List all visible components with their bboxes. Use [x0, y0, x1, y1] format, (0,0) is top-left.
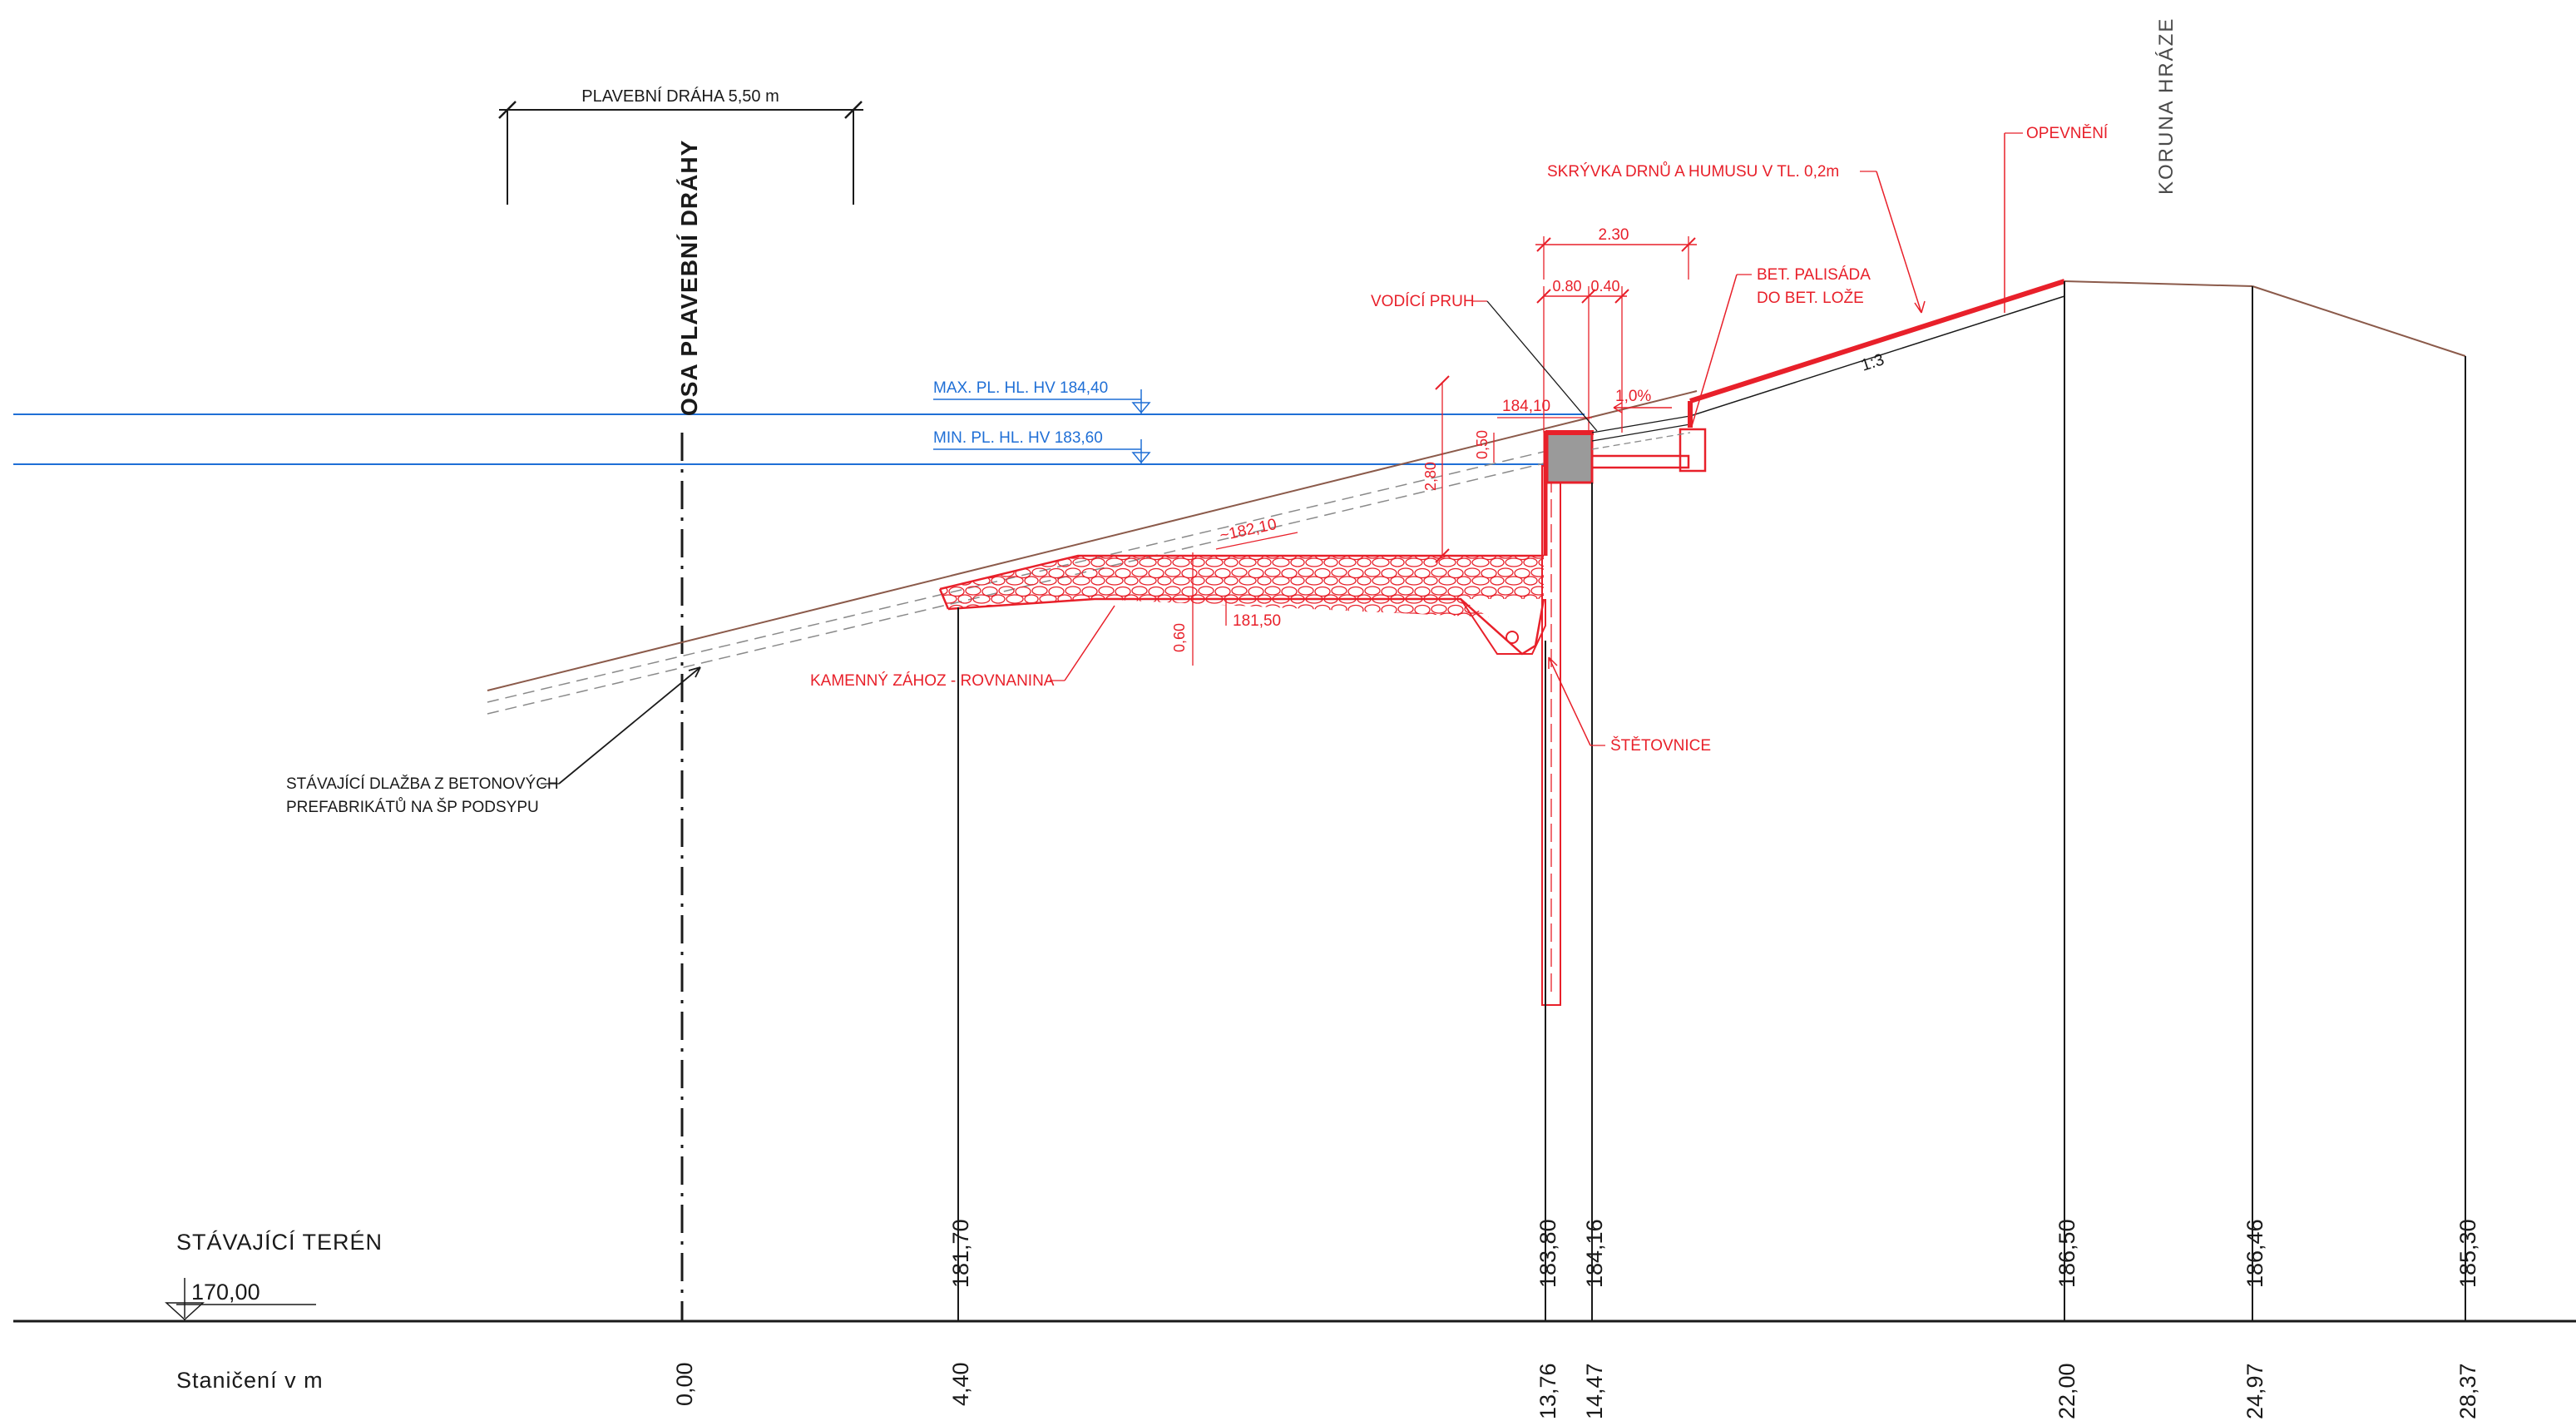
reinforcement-line: [1689, 279, 2065, 404]
existing-slope: [487, 280, 2466, 715]
annotations: KORUNA HRÁZE OPEVNĚNÍ SKRÝVKA DRNŮ A HUM…: [286, 17, 2178, 816]
datum: STÁVAJÍCÍ TERÉN 170,00 Staničení v m: [13, 1230, 2576, 1393]
slope-below-line: [1689, 295, 2065, 417]
elevation-point-1: 181,70: [948, 1219, 973, 1288]
elevation-point-5: 186,46: [2242, 1219, 2267, 1288]
navigation-width-dimension: PLAVEBNÍ DRÁHA 5,50 m: [498, 87, 863, 205]
guide-strip-slab: [1592, 454, 1690, 469]
dam-crest-label: KORUNA HRÁZE: [2155, 17, 2178, 195]
riprap-label: KAMENNÝ ZÁHOZ - ROVNANINA: [810, 672, 1055, 690]
station-point-5: 24,97: [2242, 1363, 2267, 1419]
slope-percent-label: 1,0%: [1615, 388, 1651, 405]
slope-percent-arrow: [1613, 402, 1672, 413]
topsoil-leader: [1876, 171, 1926, 314]
topsoil-removal-label: SKRÝVKA DRNŮ A HUMUSU V TL. 0,2m: [1547, 162, 1839, 181]
stationing-label: Staničení v m: [176, 1368, 324, 1393]
max-water-level-label: MAX. PL. HL. HV 184,40: [933, 379, 1108, 397]
navigation-axis-label: OSA PLAVEBNÍ DRÁHY: [676, 140, 702, 416]
dam-crest-line: [2064, 280, 2253, 287]
elevation-point-2: 183,80: [1535, 1219, 1560, 1288]
toe-block: [1460, 598, 1546, 655]
dimension-0-80-label: 0.80: [1552, 278, 1581, 295]
guide-strip-label: VODÍCÍ PRUH: [1371, 293, 1475, 310]
palisade-label-line2: DO BET. LOŽE: [1757, 289, 1864, 307]
existing-terrain-label: STÁVAJÍCÍ TERÉN: [176, 1230, 383, 1255]
max-level-marker: [1131, 402, 1151, 414]
sheet-pile-structure: [1541, 415, 1707, 1321]
sheet-pile-label: ŠTĚTOVNICE: [1610, 736, 1711, 755]
elevation-184-10-label: 184,10: [1502, 398, 1550, 415]
elevation-point-4: 186,50: [2054, 1219, 2079, 1288]
elevation-point-6: 185,30: [2455, 1219, 2480, 1288]
datum-marker: [165, 1302, 205, 1321]
dimension-0-50-label: 0,50: [1474, 430, 1491, 459]
existing-terrain-line: [487, 390, 1698, 691]
existing-paving-line-2: [487, 462, 1548, 715]
pile-cap: [1545, 431, 1594, 484]
station-point-3: 14,47: [1582, 1363, 1607, 1419]
dimension-2-30-label: 2.30: [1599, 226, 1629, 244]
existing-paving-line-1: [487, 450, 1548, 703]
palisade-post: [1679, 428, 1707, 473]
sheet-pile-leader: [1548, 656, 1591, 746]
existing-paving-leader: [558, 666, 701, 785]
cap-dimensions: 2.30 0.80 0.40 184,10 1,0% 2,80 0,50: [1422, 226, 1697, 563]
station-point-2: 13,76: [1535, 1363, 1560, 1419]
min-water-level-label: MIN. PL. HL. HV 183,60: [933, 429, 1103, 447]
palisade-label-line1: BET. PALISÁDA: [1757, 266, 1871, 284]
dimension-2-80-label: 2,80: [1422, 462, 1439, 491]
profile-labels: 0,00 181,70 4,40 183,80 13,76 184,16 14,…: [672, 1219, 2480, 1419]
elevation-181-50-label: 181,50: [1233, 612, 1281, 630]
riprap-outline: [939, 554, 1545, 656]
existing-paving-line1: STÁVAJÍCÍ DLAŽBA Z BETONOVÝCH: [286, 775, 559, 793]
station-point-1: 4,40: [948, 1362, 973, 1406]
dimension-0-60-label: 0,60: [1171, 623, 1188, 652]
elevation-182-10-label: ~182,10: [1219, 516, 1278, 545]
existing-paving-line2: PREFABRIKÁTŮ NA ŠP PODSYPU: [286, 798, 539, 816]
dam-landside-slope: [2252, 285, 2466, 357]
min-level-marker: [1131, 452, 1151, 464]
elevation-point-3: 184,16: [1582, 1219, 1607, 1288]
station-point-4: 22,00: [2054, 1363, 2079, 1419]
datum-value: 170,00: [191, 1280, 260, 1305]
reinforcement-label: OPEVNĚNÍ: [2026, 124, 2109, 142]
navigation-width-label: PLAVEBNÍ DRÁHA 5,50 m: [581, 87, 779, 106]
water-levels: MAX. PL. HL. HV 184,40 MIN. PL. HL. HV 1…: [13, 379, 1585, 465]
station-point-6: 28,37: [2455, 1363, 2480, 1419]
navigation-axis: OSA PLAVEBNÍ DRÁHY: [676, 140, 702, 1321]
slope-reinforcement: 1:3: [957, 279, 2466, 1321]
axis-station: 0,00: [672, 1362, 697, 1406]
dimension-0-40-label: 0.40: [1590, 278, 1619, 295]
drain-pipe: [1506, 631, 1519, 644]
riprap-fill: ~182,10 181,50 0,60: [938, 516, 1546, 666]
